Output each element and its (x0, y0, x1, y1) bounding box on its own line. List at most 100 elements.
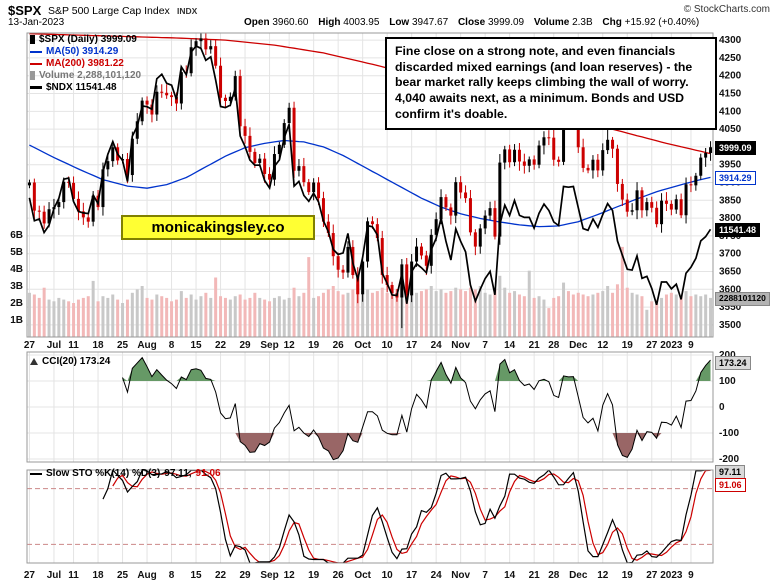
svg-text:Oct: Oct (354, 570, 371, 581)
svg-text:200: 200 (719, 350, 736, 361)
chg-label: Chg (602, 17, 622, 28)
svg-text:9: 9 (688, 570, 694, 581)
svg-text:4050: 4050 (719, 124, 742, 135)
svg-text:24: 24 (431, 570, 443, 581)
svg-text:3850: 3850 (719, 195, 742, 206)
svg-text:15: 15 (190, 570, 202, 581)
volume-value: 2.3B (572, 17, 593, 28)
svg-text:26: 26 (333, 570, 345, 581)
quote-line: Open 3960.60 High 4003.95 Low 3947.67 Cl… (237, 17, 699, 28)
svg-text:11: 11 (68, 570, 79, 581)
sto-line-icon (30, 472, 42, 475)
svg-text:0: 0 (719, 402, 725, 413)
svg-text:-200: -200 (719, 454, 739, 465)
ma50-line-icon (30, 50, 42, 53)
watermark-banner: monicakingsley.co (121, 215, 315, 240)
open-label: Open (244, 17, 270, 28)
legend-cci: CCI(20) 173.24 (30, 356, 110, 367)
svg-text:100: 100 (719, 376, 736, 387)
svg-text:18: 18 (92, 340, 104, 351)
low-value: 3947.67 (412, 17, 449, 28)
svg-text:Jul: Jul (47, 570, 62, 581)
svg-text:27: 27 (646, 340, 658, 351)
chg-value: +15.92 (+0.40%) (624, 17, 700, 28)
svg-text:-100: -100 (719, 428, 739, 439)
svg-text:Sep: Sep (260, 340, 278, 351)
svg-text:19: 19 (622, 340, 634, 351)
legend-ma200: MA(200) 3981.22 (30, 58, 124, 69)
symbol-title: $SPX (8, 3, 42, 18)
svg-text:25: 25 (117, 570, 129, 581)
svg-text:Dec: Dec (569, 340, 588, 351)
svg-text:Sep: Sep (260, 570, 278, 581)
svg-text:Nov: Nov (451, 570, 470, 581)
svg-text:8: 8 (169, 570, 175, 581)
svg-text:26: 26 (333, 340, 345, 351)
svg-text:3650: 3650 (719, 267, 742, 278)
legend-spx: $SPX (Daily) 3999.09 (30, 34, 137, 45)
svg-text:Jul: Jul (47, 340, 62, 351)
ma50-price-tag: 3914.29 (715, 171, 756, 186)
legend-ma50: MA(50) 3914.29 (30, 46, 118, 57)
analyst-note: Fine close on a strong note, and even fi… (385, 37, 717, 130)
svg-text:3550: 3550 (719, 302, 742, 313)
svg-text:3800: 3800 (719, 213, 742, 224)
svg-text:10: 10 (382, 570, 394, 581)
svg-text:12: 12 (284, 340, 296, 351)
svg-text:9: 9 (688, 340, 694, 351)
svg-text:11: 11 (68, 340, 79, 351)
date-label: 13-Jan-2023 (8, 17, 65, 28)
svg-text:10: 10 (382, 340, 394, 351)
svg-text:14: 14 (504, 340, 516, 351)
svg-text:4B: 4B (10, 264, 23, 275)
cci-value-tag: 173.24 (715, 356, 751, 371)
svg-text:24: 24 (431, 340, 443, 351)
svg-text:19: 19 (308, 570, 320, 581)
legend-sto: Slow STO %K(14) %D(3) 97.11, 91.06 (30, 468, 221, 479)
svg-text:21: 21 (529, 340, 541, 351)
svg-text:3B: 3B (10, 281, 23, 292)
svg-text:17: 17 (406, 570, 418, 581)
close-label: Close (457, 17, 486, 28)
svg-text:12: 12 (597, 570, 609, 581)
low-label: Low (389, 17, 410, 28)
svg-text:1B: 1B (10, 315, 23, 326)
svg-text:5B: 5B (10, 247, 23, 258)
volume-value-tag: 2288101120 (715, 292, 770, 306)
svg-text:15: 15 (190, 340, 202, 351)
svg-text:22: 22 (215, 570, 227, 581)
svg-text:Aug: Aug (137, 570, 156, 581)
svg-text:3500: 3500 (719, 320, 742, 331)
svg-text:19: 19 (308, 340, 320, 351)
open-value: 3960.60 (272, 17, 309, 28)
svg-text:8: 8 (169, 340, 175, 351)
candlestick-icon (30, 35, 35, 44)
svg-text:28: 28 (548, 340, 560, 351)
index-name: S&P 500 Large Cap Index (48, 5, 170, 17)
svg-text:4250: 4250 (719, 53, 742, 64)
ma200-line-icon (30, 62, 42, 65)
high-value: 4003.95 (343, 17, 380, 28)
svg-text:29: 29 (239, 340, 251, 351)
svg-text:25: 25 (117, 340, 129, 351)
svg-text:12: 12 (284, 570, 296, 581)
svg-text:4100: 4100 (719, 106, 742, 117)
svg-text:27: 27 (24, 570, 36, 581)
svg-text:14: 14 (504, 570, 516, 581)
svg-text:29: 29 (239, 570, 251, 581)
svg-text:12: 12 (597, 340, 609, 351)
svg-text:2B: 2B (10, 298, 23, 309)
ndx-line-icon (30, 86, 42, 89)
legend-volume: Volume 2,288,101,120 (30, 70, 141, 81)
area-chart-icon (30, 358, 38, 365)
exchange-tag: INDX (177, 6, 198, 16)
svg-text:3950: 3950 (719, 160, 742, 171)
svg-text:4200: 4200 (719, 71, 742, 82)
svg-text:Aug: Aug (137, 340, 156, 351)
high-label: High (318, 17, 341, 28)
svg-text:4300: 4300 (719, 35, 742, 46)
svg-text:7: 7 (482, 570, 488, 581)
svg-text:4150: 4150 (719, 89, 742, 100)
